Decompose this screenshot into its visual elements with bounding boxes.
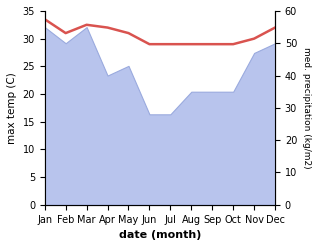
Y-axis label: max temp (C): max temp (C) <box>7 72 17 144</box>
X-axis label: date (month): date (month) <box>119 230 201 240</box>
Y-axis label: med. precipitation (kg/m2): med. precipitation (kg/m2) <box>302 47 311 169</box>
